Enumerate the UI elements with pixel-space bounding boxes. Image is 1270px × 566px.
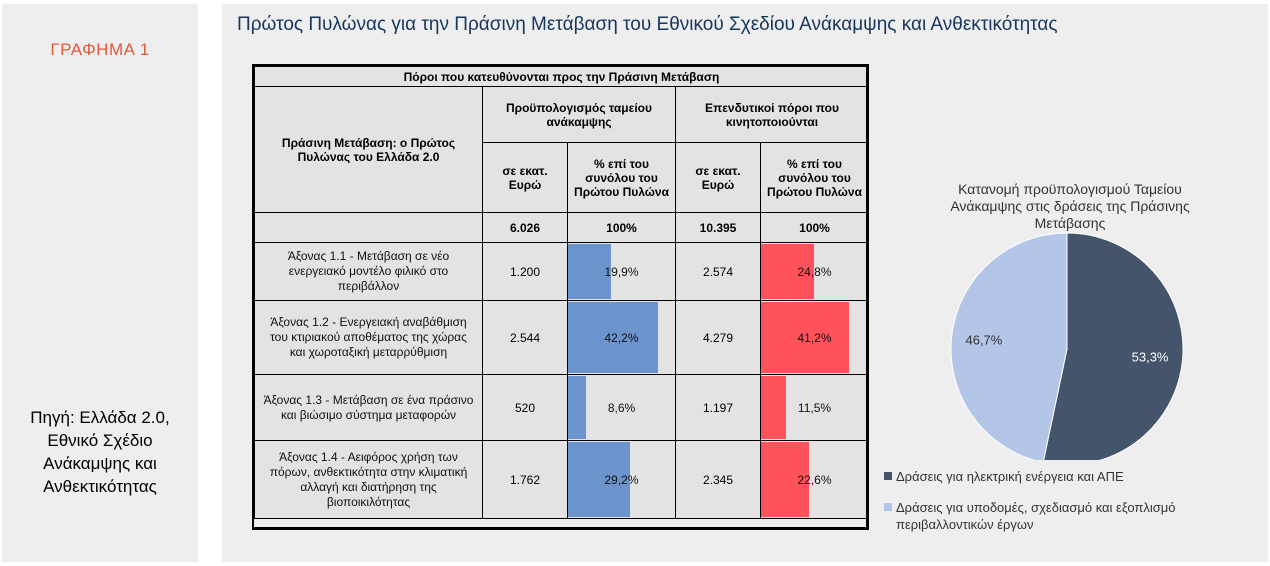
figure-label: ΓΡΑΦΗΜΑ 1: [50, 40, 150, 59]
inv-pct-label: 24,8%: [797, 264, 832, 279]
pie-slice-label: 53,3%: [1132, 350, 1169, 365]
table-header: Πόροι που κατευθύνονται προς την Πράσινη…: [254, 66, 869, 87]
inv-pct-bar: [761, 244, 815, 299]
subheader-inv-eur: σε εκατ. Ευρώ: [675, 142, 761, 213]
table-row: Άξονας 1.4 - Αειφόρος χρήση των πόρων, α…: [254, 440, 869, 519]
total-rrf: 6.026: [482, 212, 568, 243]
total-rrf-pct: 100%: [567, 212, 676, 243]
inv-value: 1.197: [675, 374, 761, 441]
rrf-pct-bar: [568, 376, 587, 439]
rrf-value: 520: [482, 374, 568, 441]
inv-value: 2.574: [675, 242, 761, 301]
inv-value: 2.345: [675, 440, 761, 519]
left-panel: ΓΡΑΦΗΜΑ 1 Πηγή: Ελλάδα 2.0, Εθνικό Σχέδι…: [2, 4, 198, 562]
subheader-rrf-pct: % επί του συνόλου του Πρώτου Πυλώνα: [567, 142, 676, 213]
rrf-pct-bar: [568, 302, 659, 373]
rrf-pct-label: 42,2%: [604, 330, 639, 345]
table-row: Άξονας 1.1 - Μετάβαση σε νέο ενεργειακό …: [254, 242, 869, 301]
table-row: Άξονας 1.3 - Μετάβαση σε ένα πράσινο και…: [254, 374, 869, 441]
inv-pct-label: 11,5%: [797, 400, 832, 415]
total-inv-pct: 100%: [760, 212, 869, 243]
inv-pct-bar: [761, 376, 786, 439]
pie-chart: 53,3% 46,7%: [950, 232, 1184, 460]
legend-label: Δράσεις για υποδομές, σχεδιασμό και εξοπ…: [896, 500, 1176, 532]
legend-item: Δράσεις για ηλεκτρική ενέργεια και ΑΠΕ: [884, 468, 1256, 485]
axis-label: Άξονας 1.1 - Μετάβαση σε νέο ενεργειακό …: [254, 242, 483, 301]
subheader-inv-pct: % επί του συνόλου του Πρώτου Πυλώνα: [760, 142, 869, 213]
pie-slice: [1043, 232, 1184, 460]
row-header: Πράσινη Μετάβαση: ο Πρώτος Πυλώνας του Ε…: [254, 86, 483, 213]
resources-table: Πόροι που κατευθύνονται προς την Πράσινη…: [254, 66, 869, 519]
legend-item: Δράσεις για υποδομές, σχεδιασμό και εξοπ…: [884, 499, 1256, 533]
subheader-rrf-eur: σε εκατ. Ευρώ: [482, 142, 568, 213]
rrf-value: 2.544: [482, 300, 568, 375]
pie-slice-label: 46,7%: [965, 332, 1002, 347]
rrf-pct-label: 8,6%: [607, 400, 636, 415]
inv-value: 4.279: [675, 300, 761, 375]
inv-pct-label: 41,2%: [797, 330, 832, 345]
inv-pct-label: 22,6%: [797, 472, 832, 487]
pie-title: Κατανομή προϋπολογισμού Ταμείου Ανάκαμψη…: [950, 181, 1190, 231]
inv-pct-bar: [761, 442, 810, 517]
rrf-pct-label: 29,2%: [604, 472, 639, 487]
total-inv: 10.395: [675, 212, 761, 243]
rrf-pct-label: 19,9%: [604, 264, 639, 279]
total-label-cell: [254, 212, 483, 243]
rrf-pct-bar: [568, 244, 611, 299]
source-note: Πηγή: Ελλάδα 2.0, Εθνικό Σχέδιο Ανάκαμψη…: [30, 408, 170, 496]
pie-slice: [950, 232, 1068, 460]
legend-swatch: [884, 472, 892, 480]
axis-label: Άξονας 1.4 - Αειφόρος χρήση των πόρων, α…: [254, 440, 483, 519]
axis-label: Άξονας 1.2 - Ενεργειακή αναβάθμιση του κ…: [254, 300, 483, 375]
rrf-value: 1.200: [482, 242, 568, 301]
group-header-rrf: Προϋπολογισμός ταμείου ανάκαμψης: [482, 86, 676, 143]
rrf-pct-bar: [568, 442, 631, 517]
axis-label: Άξονας 1.3 - Μετάβαση σε ένα πράσινο και…: [254, 374, 483, 441]
legend-swatch: [884, 503, 892, 511]
legend-label: Δράσεις για ηλεκτρική ενέργεια και ΑΠΕ: [896, 469, 1124, 484]
group-header-investment: Επενδυτικοί πόροι που κινητοποιούνται: [675, 86, 869, 143]
table-row: Άξονας 1.2 - Ενεργειακή αναβάθμιση του κ…: [254, 300, 869, 375]
main-title: Πρώτος Πυλώνας για την Πράσινη Μετάβαση …: [237, 14, 1058, 35]
rrf-value: 1.762: [482, 440, 568, 519]
inv-pct-bar: [761, 302, 850, 373]
